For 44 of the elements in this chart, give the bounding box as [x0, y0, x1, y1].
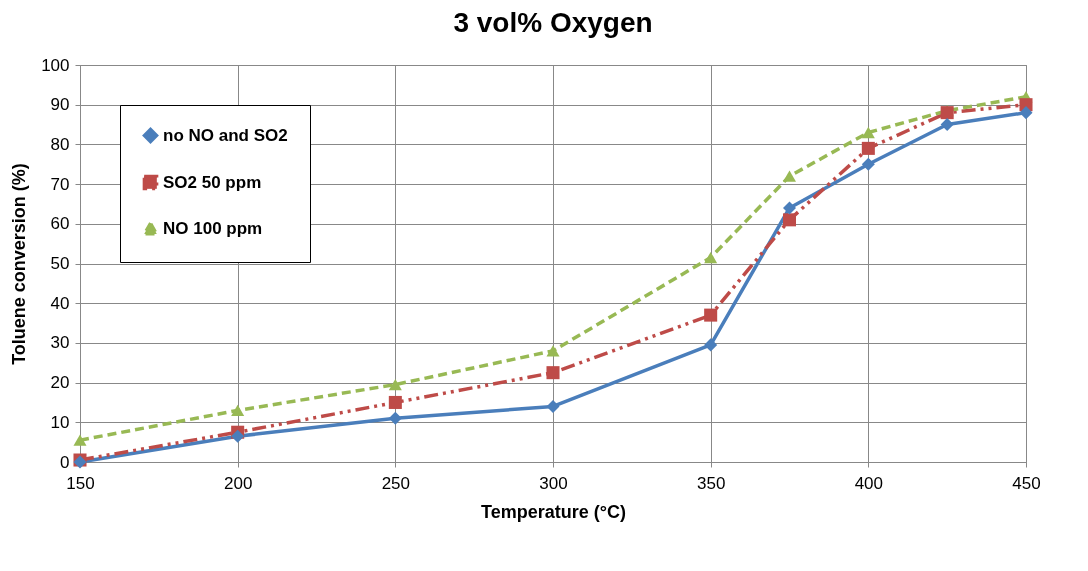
legend-label: NO 100 ppm: [163, 218, 263, 238]
point: [861, 157, 875, 171]
point: [782, 213, 797, 227]
point: [546, 345, 560, 357]
y-tick-label: 50: [50, 254, 70, 273]
legend-label: SO2 50 ppm: [163, 172, 262, 192]
point: [861, 141, 875, 155]
y-tick-label: 60: [50, 214, 70, 234]
y-tick-label: 10: [50, 412, 70, 432]
point: [861, 126, 875, 139]
point: [782, 201, 797, 215]
y-tick-label: 40: [50, 293, 70, 313]
point: [546, 399, 560, 413]
y-tick-label: 30: [50, 333, 70, 353]
x-axis-title: Temperature (°C): [481, 501, 626, 522]
point: [704, 251, 718, 264]
legend-label: no NO and SO2: [163, 125, 288, 145]
y-tick-label: 90: [50, 95, 70, 115]
y-tick-label: 100: [41, 55, 70, 75]
x-tick-label: 200: [223, 473, 253, 493]
point: [546, 366, 560, 380]
point: [940, 118, 954, 132]
y-tick-label: 20: [50, 373, 70, 393]
y-tick-label: 80: [50, 134, 70, 154]
point: [231, 429, 245, 443]
x-tick-label: 150: [66, 473, 95, 493]
y-axis-title: Toluene conversion (%): [9, 163, 30, 365]
chart-title: 3 vol% Oxygen: [453, 7, 653, 38]
x-tick-label: 250: [381, 473, 411, 493]
point: [388, 411, 402, 425]
point: [1019, 106, 1033, 120]
y-tick-label: 70: [50, 174, 70, 194]
x-tick-label: 350: [696, 473, 726, 493]
point: [704, 338, 718, 352]
point: [388, 395, 402, 409]
point: [388, 378, 402, 391]
x-tick-label: 400: [854, 473, 884, 493]
y-tick-label: 0: [60, 452, 70, 472]
point: [231, 404, 245, 417]
point: [782, 170, 797, 182]
x-tick-label: 300: [539, 473, 568, 493]
x-tick-label: 450: [1012, 473, 1041, 493]
point: [73, 434, 87, 446]
point: [704, 308, 718, 322]
